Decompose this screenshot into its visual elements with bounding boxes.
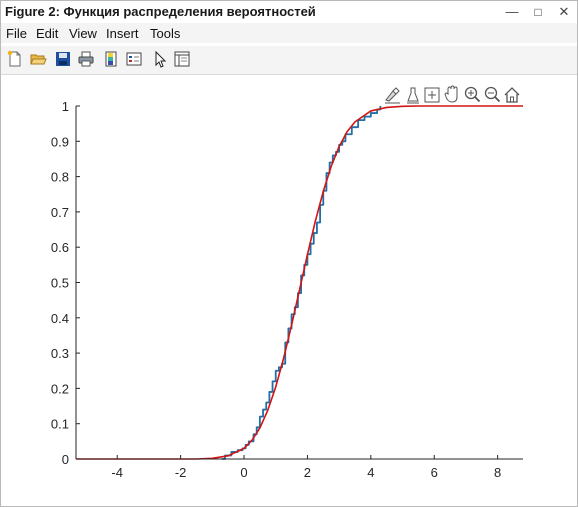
x-tick-label: 4 [367,465,374,480]
menu-edit[interactable]: Edit [36,26,59,41]
x-tick-label: -4 [111,465,123,480]
x-tick-label: -2 [175,465,187,480]
minimize-button[interactable]: — [505,4,519,19]
y-tick-label: 0.8 [51,170,69,185]
window-title: Figure 2: Функция распределения вероятно… [5,4,316,19]
x-tick-label: 8 [494,465,501,480]
zoom-in-icon[interactable] [424,87,440,103]
y-tick-label: 0.5 [51,276,69,291]
y-tick-label: 0.7 [51,205,69,220]
pan-icon[interactable] [444,85,458,103]
menu-insert[interactable]: Insert [106,26,139,41]
save-icon[interactable] [54,50,72,68]
brush-icon[interactable] [385,87,400,104]
new-figure-icon[interactable] [6,50,24,68]
zoom-in-icon[interactable] [464,86,481,103]
maximize-button[interactable]: □ [534,5,542,19]
figure-toolbar [1,46,577,75]
data-cursor-icon[interactable] [407,87,419,104]
y-tick-label: 0.3 [51,346,69,361]
x-tick-label: 2 [304,465,311,480]
menu-bar: File Edit View Insert Tools [1,23,577,43]
y-tick-label: 0.4 [51,311,69,326]
home-icon[interactable] [504,87,520,103]
y-tick-label: 0.9 [51,134,69,149]
close-button[interactable]: ✕ [558,4,570,19]
open-file-icon[interactable] [29,50,47,68]
menu-tools[interactable]: Tools [150,26,181,41]
property-inspector-icon[interactable] [173,50,191,68]
colorbar-icon[interactable] [102,50,120,68]
x-tick-label: 6 [431,465,438,480]
axes-toolbar [385,85,520,104]
zoom-out-icon[interactable] [484,86,501,103]
x-tick-label: 0 [240,465,247,480]
axes[interactable]: -4 -2 0 2 4 6 8 0 0.1 0.2 0.3 0.4 0.5 0.6 0.7 0.8 0.9 1 [1,75,577,506]
y-tick-label: 1 [62,99,69,114]
y-tick-label: 0.1 [51,417,69,432]
edit-pointer-icon[interactable] [151,50,169,68]
y-tick-label: 0.6 [51,240,69,255]
menu-file[interactable]: File [6,26,27,41]
axis-lines [75,106,523,460]
legend-icon[interactable] [125,50,143,68]
y-tick-label: 0.2 [51,381,69,396]
y-tick-label: 0 [62,452,69,467]
title-bar: Figure 2: Функция распределения вероятно… [1,1,577,24]
menu-view[interactable]: View [69,26,97,41]
print-icon[interactable] [77,50,95,68]
theoretical-cdf-line [76,105,523,460]
plot-area: -4 -2 0 2 4 6 8 0 0.1 0.2 0.3 0.4 0.5 0.6 0.7 0.8 0.9 1 [1,75,577,506]
